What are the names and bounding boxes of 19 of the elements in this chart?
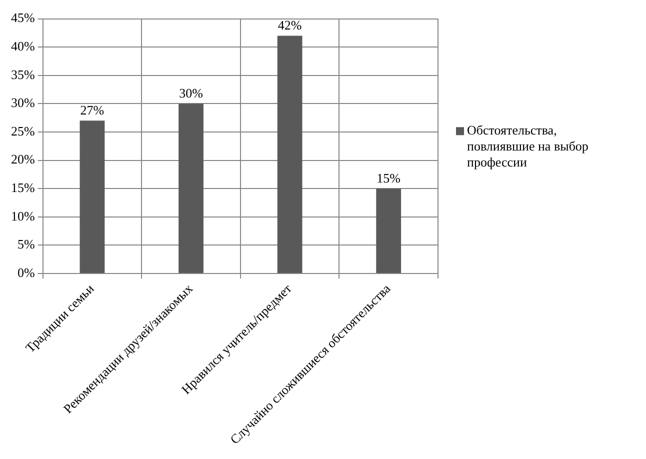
- y-tick-label: 5%: [17, 236, 35, 252]
- data-label: 42%: [278, 18, 302, 33]
- y-tick-label: 45%: [10, 10, 35, 26]
- data-label: 27%: [80, 102, 104, 118]
- y-tick-label: 10%: [10, 208, 35, 224]
- data-label: 30%: [179, 86, 204, 101]
- y-tick-label: 25%: [10, 123, 35, 138]
- bar: [80, 120, 105, 273]
- y-tick-label: 15%: [10, 180, 35, 196]
- bar: [178, 104, 204, 273]
- y-tick-label: 20%: [10, 152, 35, 167]
- legend-label: Обстоятельства, повлиявшие на выбор профессии: [467, 122, 588, 170]
- y-tick-label: 0%: [17, 264, 35, 280]
- y-tick-label: 30%: [10, 95, 35, 110]
- data-label: 15%: [376, 170, 401, 186]
- y-tick-label: 40%: [10, 38, 35, 54]
- bar: [277, 36, 302, 273]
- bar: [376, 188, 402, 273]
- y-tick-label: 35%: [10, 66, 35, 82]
